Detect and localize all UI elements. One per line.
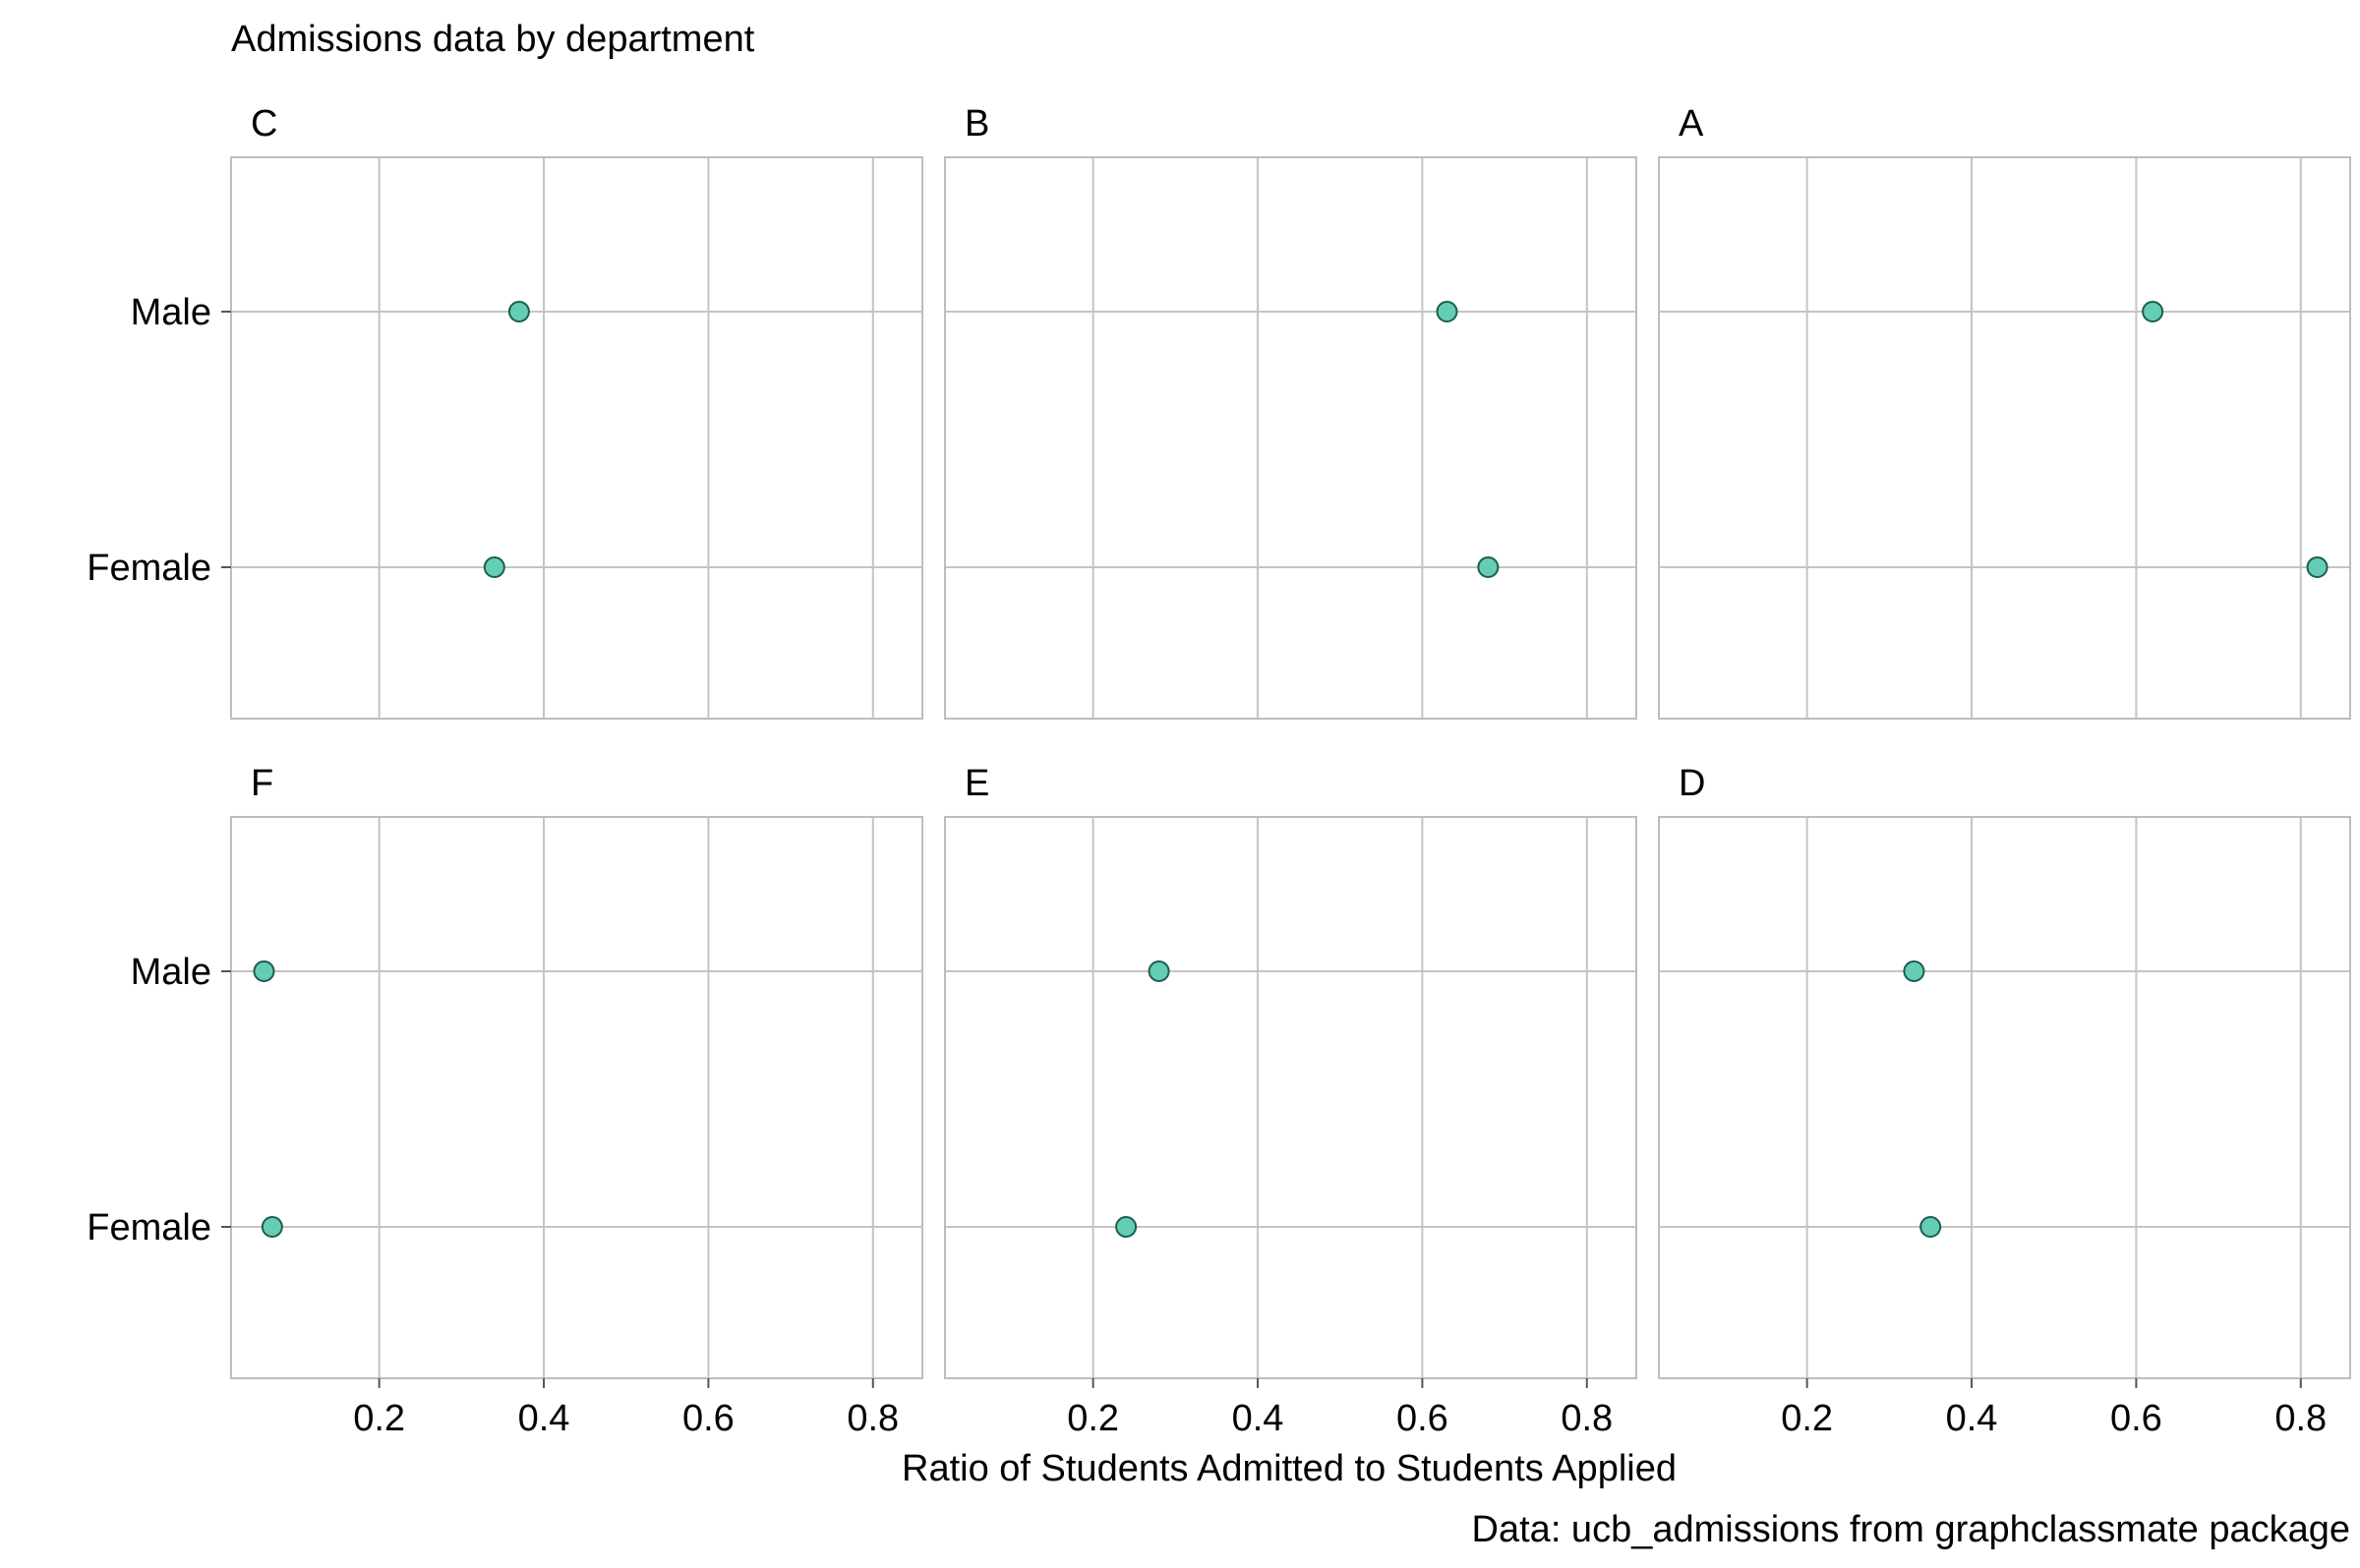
data-point-F-female bbox=[261, 1216, 283, 1238]
x-axis-label: Ratio of Students Admitted to Students A… bbox=[902, 1448, 1677, 1489]
facet-panel-C: C Male Female bbox=[87, 103, 923, 720]
x-tick-label: 0.8 bbox=[2274, 1398, 2327, 1439]
facet-panel-E: E 0.2 0.4 0.6 0.8 bbox=[944, 763, 1637, 1439]
x-tick-label: 0.2 bbox=[1781, 1398, 1833, 1439]
y-tick-label: Male bbox=[131, 292, 211, 333]
facet-panel-A: A bbox=[1658, 103, 2351, 720]
data-point-E-female bbox=[1115, 1216, 1138, 1238]
data-point-C-female bbox=[483, 556, 505, 578]
data-point-B-male bbox=[1436, 301, 1458, 322]
facet-strip-label: D bbox=[1679, 763, 1705, 804]
facet-strip-label: E bbox=[965, 763, 989, 804]
x-tick-label: 0.6 bbox=[1396, 1398, 1448, 1439]
y-tick-label: Male bbox=[131, 952, 211, 993]
data-point-A-male bbox=[2142, 301, 2164, 322]
data-point-D-male bbox=[1903, 960, 1925, 982]
chart-title: Admissions data by department bbox=[231, 19, 755, 60]
x-tick-label: 0.8 bbox=[847, 1398, 899, 1439]
x-tick-label: 0.4 bbox=[518, 1398, 570, 1439]
x-tick-label: 0.8 bbox=[1561, 1398, 1613, 1439]
facet-panel-B: B bbox=[944, 103, 1637, 720]
data-point-B-female bbox=[1477, 556, 1500, 578]
x-tick-label: 0.4 bbox=[1946, 1398, 1998, 1439]
facet-strip-label: B bbox=[965, 103, 989, 145]
data-point-A-female bbox=[2306, 556, 2329, 578]
facet-panels: C Male Female B A F Male Female 0.2 0.4 0.6 0.8 E 0.2… bbox=[87, 103, 2351, 1439]
data-point-E-male bbox=[1148, 960, 1170, 982]
facet-strip-label: C bbox=[251, 103, 277, 145]
facet-panel-D: D 0.2 0.4 0.6 0.8 bbox=[1658, 763, 2351, 1439]
panel-border bbox=[944, 156, 1637, 720]
data-point-C-male bbox=[507, 301, 530, 322]
y-tick-label: Female bbox=[87, 548, 211, 589]
x-tick-label: 0.2 bbox=[1067, 1398, 1119, 1439]
panel-border bbox=[1658, 156, 2351, 720]
y-tick-label: Female bbox=[87, 1207, 211, 1249]
data-point-D-female bbox=[1919, 1216, 1942, 1238]
panel-border bbox=[1658, 816, 2351, 1379]
panel-border bbox=[944, 816, 1637, 1379]
x-tick-label: 0.2 bbox=[353, 1398, 405, 1439]
chart-caption: Data: ucb_admissions from graphclassmate… bbox=[1472, 1509, 2350, 1550]
facet-panel-F: F Male Female 0.2 0.4 0.6 0.8 bbox=[87, 763, 923, 1439]
x-tick-label: 0.6 bbox=[682, 1398, 735, 1439]
panel-border bbox=[230, 156, 923, 720]
facet-strip-label: F bbox=[251, 763, 273, 804]
data-point-F-male bbox=[253, 960, 275, 982]
panel-border bbox=[230, 816, 923, 1379]
x-tick-label: 0.4 bbox=[1232, 1398, 1284, 1439]
facet-strip-label: A bbox=[1679, 103, 1704, 145]
x-tick-label: 0.6 bbox=[2110, 1398, 2162, 1439]
